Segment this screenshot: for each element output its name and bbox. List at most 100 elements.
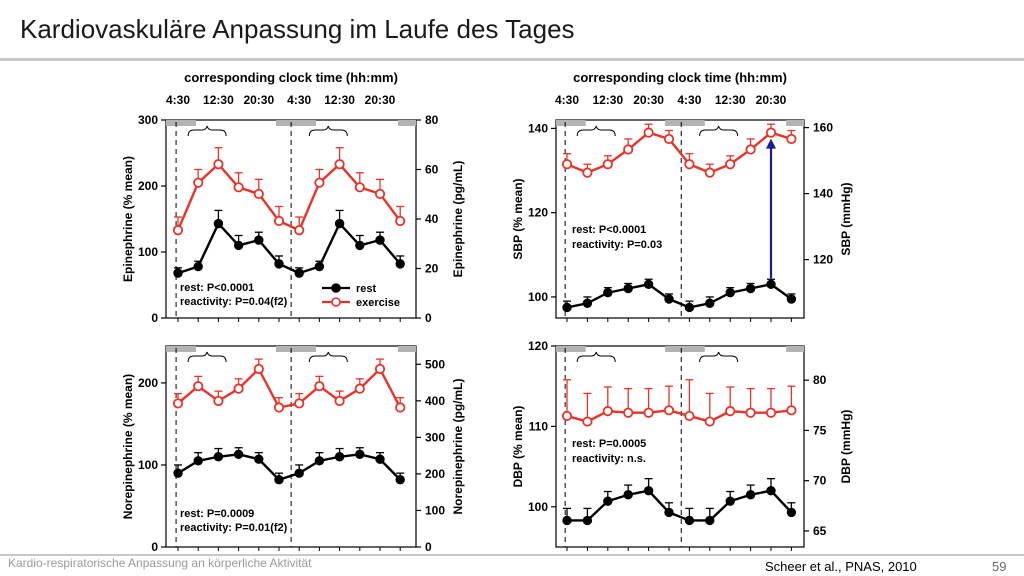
norepinephrine-rest-point	[173, 468, 183, 478]
dbp-y2-tick-label: 65	[813, 524, 827, 538]
dbp-exercise-point	[561, 410, 573, 422]
sbp-brace	[576, 125, 616, 137]
epinephrine-top-tick-label: 12:30	[324, 93, 355, 107]
norepinephrine-rest-point	[334, 452, 345, 462]
sbp-rest-point	[603, 288, 613, 298]
epinephrine-brace	[308, 125, 348, 137]
epinephrine-y-tick-label: 300	[138, 113, 158, 127]
epinephrine-top-tick-label: 20:30	[243, 93, 274, 107]
norepinephrine-y2-tick-label: 0	[425, 540, 432, 554]
sbp-top-axis-title: corresponding clock time (hh:mm)	[573, 70, 787, 85]
sbp-y2-tick-label: 140	[813, 187, 833, 201]
epinephrine-rest-point	[375, 235, 385, 245]
sbp-time-bar	[556, 120, 586, 126]
epinephrine-y-axis-label: Epinephrine (% mean)	[121, 156, 135, 282]
dbp-rest-point	[643, 486, 654, 496]
norepinephrine-rest-point	[375, 454, 385, 464]
sbp-exercise-point	[561, 159, 573, 170]
epinephrine-exercise-point	[314, 177, 325, 188]
sbp-rest-point	[684, 302, 695, 313]
norepinephrine-y-tick-label: 0	[151, 540, 158, 554]
epinephrine-exercise-point	[374, 188, 386, 200]
norepinephrine-brace	[187, 351, 227, 363]
epinephrine-top-tick-label: 12:30	[203, 93, 234, 107]
norepinephrine-exercise-point	[233, 383, 244, 394]
epinephrine-exercise-point	[172, 225, 184, 236]
dbp-exercise-point	[582, 416, 593, 427]
dbp-rest-point	[786, 507, 797, 518]
sbp-y2-tick-label: 120	[813, 253, 833, 267]
dbp-rest-point	[705, 515, 715, 526]
dbp-exercise-point	[663, 405, 675, 416]
norepinephrine-y2-tick-label: 500	[425, 357, 445, 371]
sbp-exercise-point	[765, 127, 777, 138]
epinephrine-y2-tick-label: 80	[425, 113, 439, 127]
norepinephrine-y-axis-label: Norepinephrine (% mean)	[121, 374, 135, 519]
sbp-annotation: reactivity: P=0.03	[572, 239, 662, 251]
norepinephrine-y2-tick-label: 100	[425, 503, 445, 517]
epinephrine-exercise-point	[233, 182, 244, 193]
norepinephrine-exercise-point	[354, 383, 365, 394]
norepinephrine-exercise-point	[294, 398, 305, 409]
epinephrine-top-axis-title: corresponding clock time (hh:mm)	[184, 70, 398, 85]
dbp-rest-point	[766, 486, 776, 496]
dbp-rest-point	[725, 496, 735, 506]
norepinephrine-exercise-point	[314, 381, 325, 392]
epinephrine-exercise-point	[213, 159, 224, 170]
norepinephrine-time-bar	[166, 346, 196, 352]
epinephrine-y-tick-label: 100	[138, 245, 158, 259]
dbp-exercise-point	[725, 406, 736, 417]
norepinephrine-rest-point	[355, 449, 365, 459]
dbp-exercise-point	[623, 407, 634, 418]
epinephrine-legend-label: exercise	[356, 297, 400, 309]
norepinephrine-y-tick-label: 100	[138, 458, 158, 472]
sbp-exercise-point	[684, 159, 695, 170]
dbp-exercise-point	[643, 407, 654, 418]
norepinephrine-rest-point	[193, 456, 203, 466]
epinephrine-rest-point	[254, 235, 264, 245]
footer-citation: Scheer et al., PNAS, 2010	[765, 559, 917, 574]
dbp-rest-point	[664, 507, 674, 518]
sbp-reactivity-arrowhead	[766, 138, 776, 149]
norepinephrine-exercise-point	[193, 381, 204, 392]
norepinephrine-exercise-point	[172, 398, 184, 409]
norepinephrine-rest-point	[254, 454, 264, 464]
norepinephrine-y-tick-label: 200	[138, 376, 158, 390]
dbp-brace	[576, 351, 616, 363]
epinephrine-rest-line	[177, 221, 402, 275]
norepinephrine-rest-point	[213, 452, 224, 462]
sbp-exercise-point	[663, 133, 675, 145]
sbp-rest-point	[623, 283, 633, 294]
epinephrine-y-tick-label: 0	[151, 311, 158, 325]
norepinephrine-annotation: reactivity: P=0.01(f2)	[180, 522, 288, 534]
dbp-exercise-point	[684, 410, 695, 422]
sbp-exercise-point	[786, 133, 797, 145]
dbp-exercise-line	[566, 409, 792, 423]
sbp-top-tick-label: 12:30	[592, 93, 623, 107]
epinephrine-rest-point	[395, 259, 405, 269]
page-number: 59	[992, 559, 1007, 574]
epinephrine-exercise-point	[354, 182, 365, 193]
norepinephrine-annotation: rest: P=0.0009	[180, 508, 254, 520]
dbp-rest-line	[567, 489, 793, 522]
dbp-y-tick-label: 120	[528, 339, 548, 353]
sbp-exercise-point	[704, 167, 715, 178]
norepinephrine-y2-axis-label: Norepinephrine (pg/mL)	[451, 379, 465, 515]
dbp-rest-point	[684, 515, 695, 526]
norepinephrine-rest-point	[395, 475, 405, 485]
epinephrine-rest-point	[294, 268, 304, 278]
sbp-rest-point	[705, 298, 715, 308]
norepinephrine-rest-point	[274, 475, 284, 485]
sbp-exercise-point	[745, 144, 756, 155]
dbp-exercise-point	[704, 416, 715, 427]
sbp-exercise-point	[725, 159, 736, 170]
sbp-exercise-line	[566, 131, 792, 174]
epinephrine-exercise-point	[273, 215, 285, 227]
dbp-y2-tick-label: 80	[813, 373, 827, 387]
sbp-top-tick-label: 20:30	[633, 93, 664, 107]
epinephrine-exercise-point	[334, 159, 345, 170]
sbp-top-tick-label: 4:30	[555, 93, 579, 107]
sbp-top-tick-label: 20:30	[756, 93, 787, 107]
sbp-exercise-point	[582, 167, 593, 178]
epinephrine-y2-tick-label: 0	[425, 311, 432, 325]
